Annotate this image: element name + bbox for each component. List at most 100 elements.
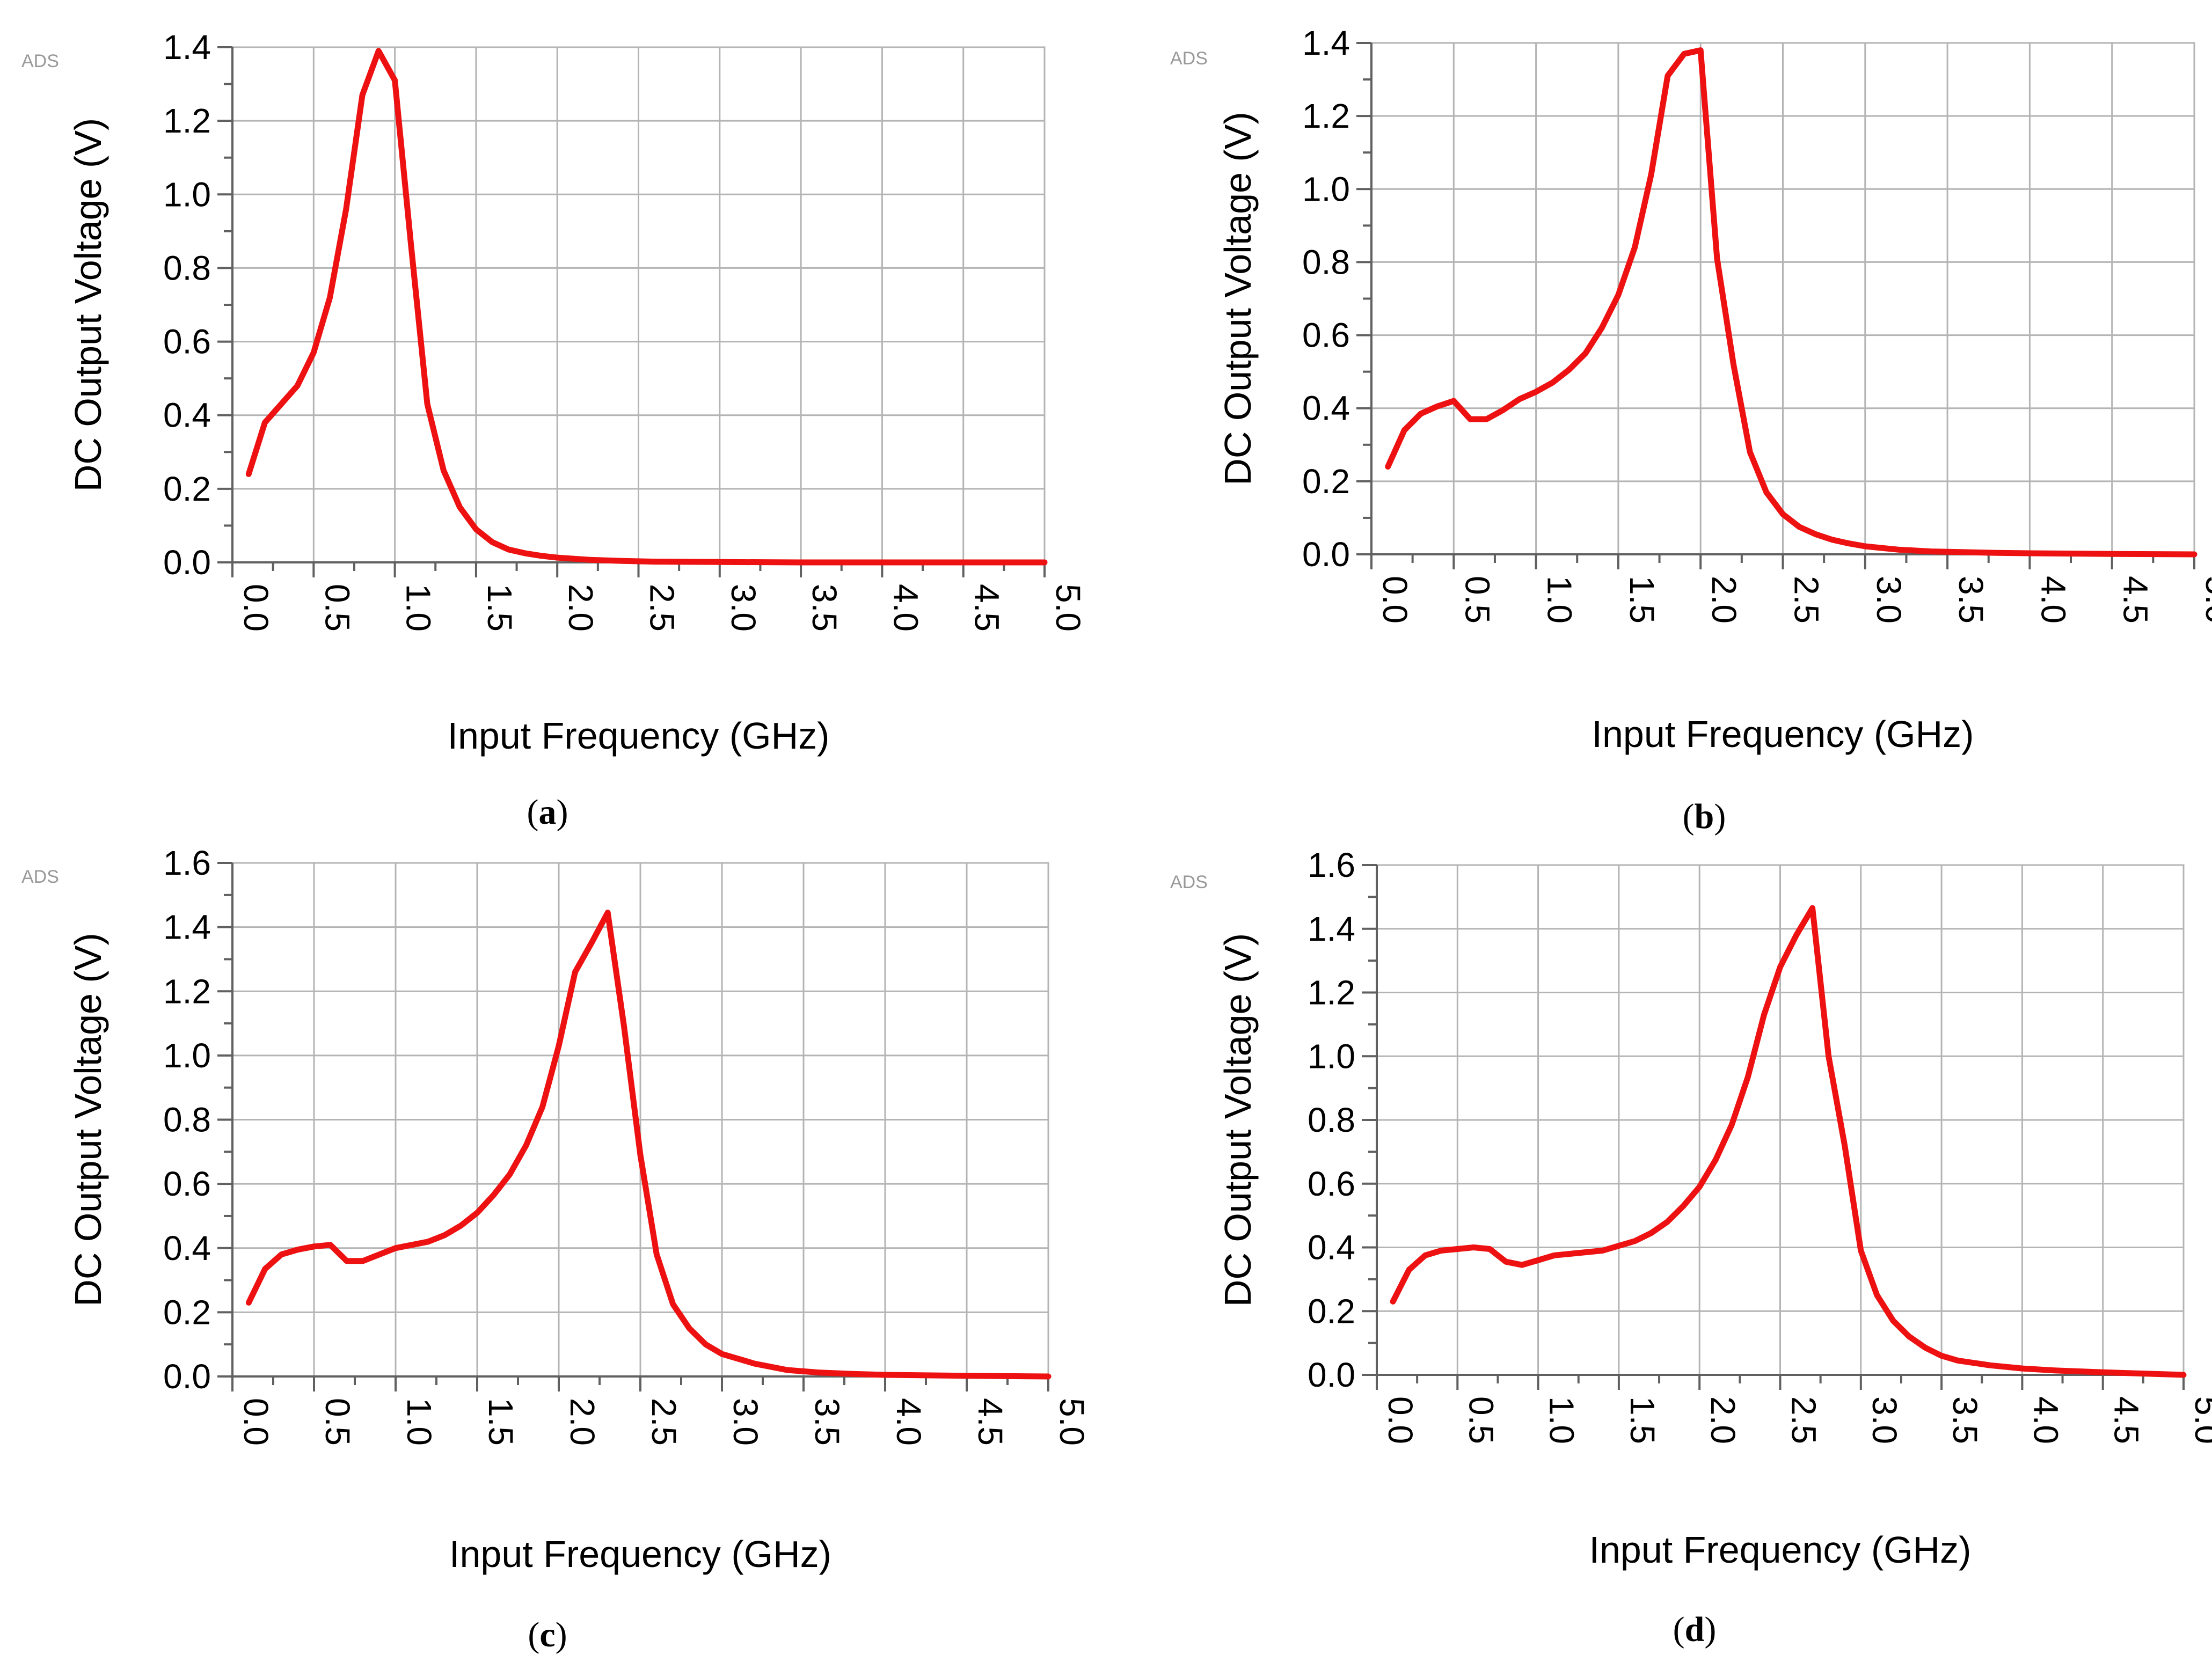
series-line xyxy=(1385,47,2198,558)
x-tick-label: 3.5 xyxy=(1946,1396,1984,1444)
chart-panel-a: 0.0 0.2 0.4 0.6 0.8 1.0 1.2 1.4 0.0 0.5 1.0 1.5 2.0 2… xyxy=(21,28,1087,832)
x-tick-label: 5.0 xyxy=(1049,584,1087,632)
chart-panel-d: 0.0 0.2 0.4 0.6 0.8 1.0 1.2 1.4 1.6 0.0 0.5 1.0 1.5 2… xyxy=(1170,846,2212,1649)
x-tick-label: 2.5 xyxy=(645,1398,683,1446)
y-tick-label: 0.2 xyxy=(163,470,211,508)
x-tick-label: 4.0 xyxy=(2034,576,2072,624)
y-tick-label: 1.0 xyxy=(163,175,211,214)
x-tick-label: 4.5 xyxy=(2116,576,2155,624)
x-tick-label: 4.5 xyxy=(2107,1396,2146,1444)
tool-label: ADS xyxy=(21,51,59,71)
x-axis-title: Input Frequency (GHz) xyxy=(1592,713,1974,755)
tool-label: ADS xyxy=(21,867,59,887)
x-tick-label: 2.0 xyxy=(561,584,600,632)
chart-panel-b: 0.0 0.2 0.4 0.6 0.8 1.0 1.2 1.4 0.0 0.5 1.0 1.5 2.0 2… xyxy=(1170,24,2212,836)
tool-label: ADS xyxy=(1170,872,1208,892)
x-tick-label: 0.5 xyxy=(318,1398,357,1446)
y-tick-label: 0.2 xyxy=(1302,462,1350,501)
y-axis-title: DC Output Voltage (V) xyxy=(67,118,109,492)
y-tick-label: 1.4 xyxy=(1302,24,1350,62)
x-tick-label: 0.0 xyxy=(237,584,275,632)
y-tick-label: 0.8 xyxy=(1308,1101,1355,1139)
y-tick-label: 1.0 xyxy=(1302,170,1350,208)
x-tick-label: 4.0 xyxy=(886,584,925,632)
x-tick-label: 1.5 xyxy=(481,1398,520,1446)
x-axis-title: Input Frequency (GHz) xyxy=(1589,1529,1972,1571)
y-tick-label: 1.6 xyxy=(163,844,211,882)
x-tick-label: 3.5 xyxy=(805,584,844,632)
x-tick-label: 0.0 xyxy=(237,1398,275,1446)
x-axis-title: Input Frequency (GHz) xyxy=(448,715,830,757)
y-tick-label: 1.2 xyxy=(163,972,211,1010)
panel-caption: (c) xyxy=(528,1615,567,1654)
y-tick-label: 0.0 xyxy=(1302,535,1350,574)
y-tick-label: 0.0 xyxy=(163,543,211,582)
y-tick-label: 1.4 xyxy=(1308,910,1355,948)
x-tick-label: 1.5 xyxy=(1623,1396,1662,1444)
panel-caption: (d) xyxy=(1673,1610,1717,1649)
y-tick-label: 1.2 xyxy=(163,101,211,140)
x-tick-label: 1.5 xyxy=(480,584,519,632)
x-tick-label: 5.0 xyxy=(2199,576,2212,624)
x-tick-label: 5.0 xyxy=(1053,1398,1091,1446)
x-tick-label: 0.5 xyxy=(1462,1396,1500,1444)
x-tick-label: 3.5 xyxy=(1952,576,1990,624)
x-tick-label: 0.0 xyxy=(1381,1396,1420,1444)
panel-caption: (b) xyxy=(1683,797,1726,836)
x-tick-label: 4.5 xyxy=(971,1398,1010,1446)
x-tick-label: 4.0 xyxy=(889,1398,928,1446)
x-tick-label: 3.0 xyxy=(1865,1396,1904,1444)
x-tick-label: 2.5 xyxy=(1785,1396,1823,1444)
y-tick-label: 1.2 xyxy=(1308,973,1355,1012)
chart-panel-c: 0.0 0.2 0.4 0.6 0.8 1.0 1.2 1.4 1.6 0.0 0.5 1.0 1.5 2… xyxy=(21,844,1091,1654)
y-axis-title: DC Output Voltage (V) xyxy=(67,933,109,1306)
x-tick-label: 2.5 xyxy=(643,584,682,632)
y-axis-title: DC Output Voltage (V) xyxy=(1217,933,1259,1307)
x-axis-title: Input Frequency (GHz) xyxy=(449,1533,831,1575)
panel-caption: (a) xyxy=(527,793,568,832)
x-tick-label: 3.5 xyxy=(808,1398,846,1446)
x-tick-label: 4.0 xyxy=(2026,1396,2065,1444)
x-tick-label: 0.5 xyxy=(1458,576,1496,624)
x-tick-label: 1.0 xyxy=(399,584,438,632)
tool-label: ADS xyxy=(1170,48,1208,69)
x-tick-label: 1.5 xyxy=(1623,576,1661,624)
x-tick-label: 2.0 xyxy=(1705,576,1743,624)
y-axis-title: DC Output Voltage (V) xyxy=(1217,112,1259,485)
x-tick-label: 5.0 xyxy=(2188,1396,2212,1444)
x-tick-label: 0.5 xyxy=(318,584,356,632)
y-tick-label: 0.2 xyxy=(1308,1292,1355,1330)
y-tick-label: 0.4 xyxy=(163,1229,211,1268)
y-tick-label: 1.2 xyxy=(1302,97,1350,135)
x-tick-label: 1.0 xyxy=(1543,1396,1581,1444)
y-tick-label: 0.6 xyxy=(1302,316,1350,355)
x-tick-label: 3.0 xyxy=(1870,576,1908,624)
y-tick-label: 0.8 xyxy=(1302,243,1350,281)
y-tick-label: 0.6 xyxy=(163,1164,211,1203)
y-tick-label: 0.6 xyxy=(1308,1164,1355,1203)
y-tick-label: 0.4 xyxy=(163,396,211,435)
x-tick-label: 2.0 xyxy=(1704,1396,1742,1444)
series-line xyxy=(245,48,1048,566)
x-tick-label: 2.5 xyxy=(1787,576,1826,624)
y-tick-label: 1.6 xyxy=(1308,846,1355,884)
x-tick-label: 1.0 xyxy=(400,1398,439,1446)
x-tick-label: 3.0 xyxy=(724,584,763,632)
y-tick-label: 1.0 xyxy=(163,1036,211,1075)
y-tick-label: 0.8 xyxy=(163,1101,211,1139)
y-tick-label: 1.0 xyxy=(1308,1037,1355,1075)
series-line xyxy=(1390,905,2187,1378)
y-tick-label: 0.6 xyxy=(163,323,211,361)
y-tick-label: 0.0 xyxy=(1308,1356,1355,1394)
x-tick-label: 0.0 xyxy=(1376,576,1414,624)
x-tick-label: 3.0 xyxy=(726,1398,765,1446)
y-tick-label: 1.4 xyxy=(163,908,211,947)
y-tick-label: 0.8 xyxy=(163,248,211,287)
x-tick-label: 1.0 xyxy=(1541,576,1579,624)
y-tick-label: 1.4 xyxy=(163,28,211,67)
y-tick-label: 0.4 xyxy=(1302,389,1350,428)
y-tick-label: 0.4 xyxy=(1308,1228,1355,1267)
series-line xyxy=(245,910,1052,1380)
y-tick-label: 0.2 xyxy=(163,1293,211,1331)
